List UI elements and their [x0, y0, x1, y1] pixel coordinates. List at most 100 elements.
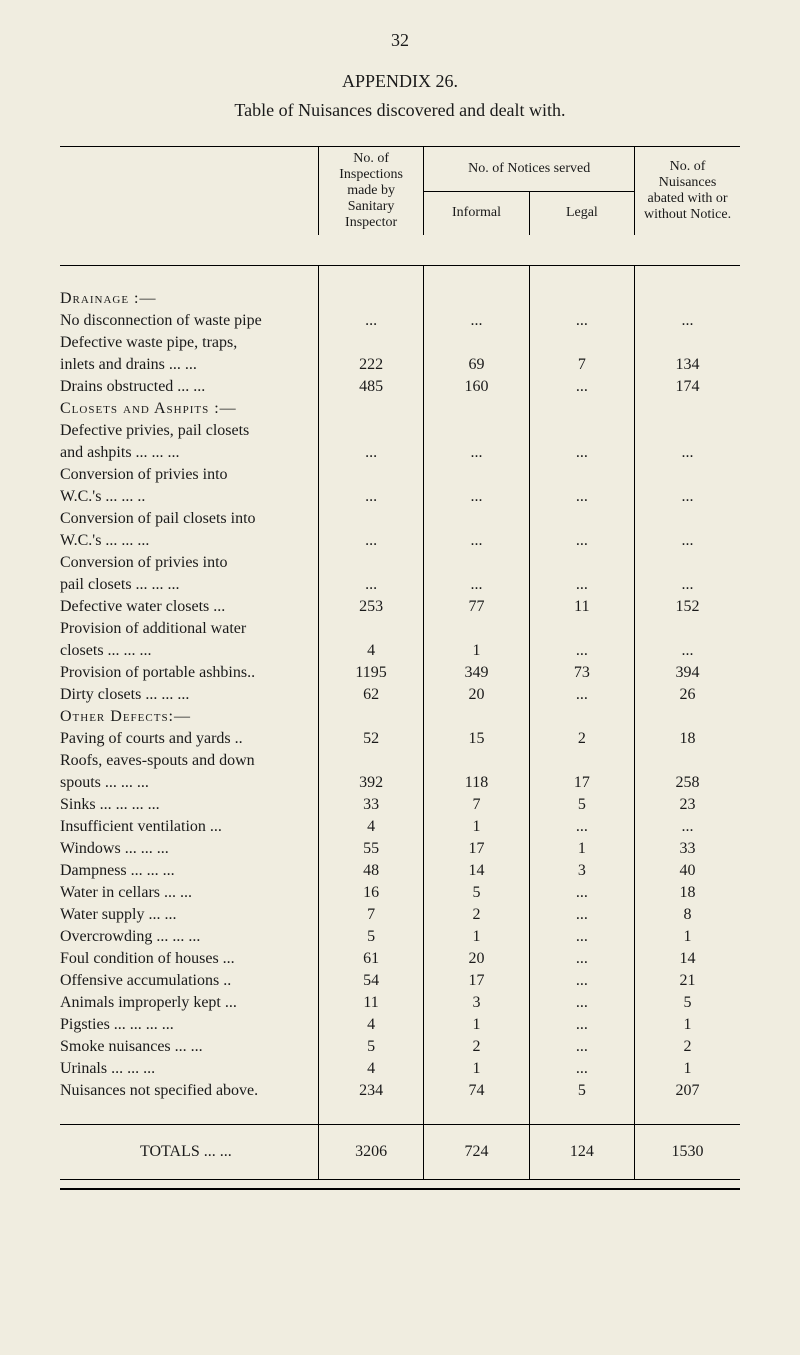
table-cell: 40 [635, 860, 740, 882]
table-cell: 2 [529, 728, 634, 750]
nuisances-table: No. of Inspections made by Sanitary Insp… [60, 146, 740, 1190]
table-cell: 160 [424, 376, 529, 398]
table-cell: 62 [318, 684, 423, 706]
table-cell: 55 [318, 838, 423, 860]
table-cell: 21 [635, 970, 740, 992]
table-cell: ... [318, 486, 423, 508]
table-cell [529, 706, 634, 728]
table-row: Drains obstructed ... ...485160...174 [60, 376, 740, 398]
table-cell: ... [318, 310, 423, 332]
row-description: Smoke nuisances ... ... [60, 1036, 318, 1058]
table-cell: 2 [424, 904, 529, 926]
header-blank [60, 147, 318, 236]
table-cell [529, 750, 634, 772]
row-description: Water supply ... ... [60, 904, 318, 926]
row-description: Foul condition of houses ... [60, 948, 318, 970]
table-cell: 5 [318, 926, 423, 948]
table-cell: 69 [424, 354, 529, 376]
table-cell: 2 [424, 1036, 529, 1058]
row-description: Roofs, eaves-spouts and down [60, 750, 318, 772]
table-cell: ... [529, 684, 634, 706]
table-row: Nuisances not specified above.234745207 [60, 1080, 740, 1102]
table-cell: 2 [635, 1036, 740, 1058]
table-row: inlets and drains ... ...222697134 [60, 354, 740, 376]
table-cell: 8 [635, 904, 740, 926]
table-cell: 1 [635, 926, 740, 948]
row-description: W.C.'s ... ... ... [60, 530, 318, 552]
table-cell: ... [318, 530, 423, 552]
table-row: Conversion of privies into [60, 552, 740, 574]
table-cell: ... [635, 530, 740, 552]
table-cell [318, 750, 423, 772]
row-description: Dampness ... ... ... [60, 860, 318, 882]
table-cell: 11 [529, 596, 634, 618]
totals-c1: 3206 [318, 1125, 423, 1179]
table-cell: ... [529, 882, 634, 904]
table-cell: ... [635, 640, 740, 662]
row-description: Urinals ... ... ... [60, 1058, 318, 1080]
row-description: pail closets ... ... ... [60, 574, 318, 596]
table-row: Defective waste pipe, traps, [60, 332, 740, 354]
table-cell: 1 [635, 1014, 740, 1036]
table-row: Roofs, eaves-spouts and down [60, 750, 740, 772]
table-cell: 258 [635, 772, 740, 794]
table-cell [318, 464, 423, 486]
row-description: Paving of courts and yards .. [60, 728, 318, 750]
table-cell [529, 552, 634, 574]
table-row: spouts ... ... ...39211817258 [60, 772, 740, 794]
table-row: Water in cellars ... ...165...18 [60, 882, 740, 904]
table-cell: ... [318, 442, 423, 464]
table-cell: ... [529, 530, 634, 552]
table-cell: 52 [318, 728, 423, 750]
table-cell: 134 [635, 354, 740, 376]
table-cell: 394 [635, 662, 740, 684]
table-cell: 485 [318, 376, 423, 398]
table-cell: 1 [424, 640, 529, 662]
row-description: W.C.'s ... ... .. [60, 486, 318, 508]
table-cell [635, 508, 740, 530]
table-row: Windows ... ... ...5517133 [60, 838, 740, 860]
table-cell: ... [529, 1014, 634, 1036]
table-cell: ... [529, 1036, 634, 1058]
table-row: Animals improperly kept ...113...5 [60, 992, 740, 1014]
table-cell: 349 [424, 662, 529, 684]
header-notices: No. of Notices served [424, 147, 635, 192]
table-cell: ... [424, 310, 529, 332]
table-row: W.C.'s ... ... .............. [60, 486, 740, 508]
table-cell [635, 288, 740, 310]
table-cell: ... [635, 442, 740, 464]
table-cell: 1 [424, 926, 529, 948]
row-description: Conversion of privies into [60, 464, 318, 486]
table-cell [635, 332, 740, 354]
table-row: Dampness ... ... ...4814340 [60, 860, 740, 882]
row-description: Defective waste pipe, traps, [60, 332, 318, 354]
table-cell: ... [635, 310, 740, 332]
table-cell [318, 552, 423, 574]
table-cell: ... [529, 640, 634, 662]
table-cell: 33 [635, 838, 740, 860]
table-cell: ... [529, 926, 634, 948]
table-cell: 11 [318, 992, 423, 1014]
table-cell: 174 [635, 376, 740, 398]
table-cell: 222 [318, 354, 423, 376]
table-cell: 17 [424, 970, 529, 992]
table-cell: 4 [318, 1058, 423, 1080]
row-description: Nuisances not specified above. [60, 1080, 318, 1102]
totals-c3: 124 [529, 1125, 634, 1179]
table-cell: 152 [635, 596, 740, 618]
table-cell [424, 464, 529, 486]
row-description: Offensive accumulations .. [60, 970, 318, 992]
table-cell [529, 508, 634, 530]
table-cell: 74 [424, 1080, 529, 1102]
table-cell: ... [529, 948, 634, 970]
table-cell: 207 [635, 1080, 740, 1102]
table-cell: 1 [424, 1014, 529, 1036]
page-number: 32 [60, 30, 740, 51]
row-description: Conversion of privies into [60, 552, 318, 574]
table-cell [529, 464, 634, 486]
table-cell: ... [635, 816, 740, 838]
table-cell: 23 [635, 794, 740, 816]
table-cell [318, 420, 423, 442]
table-row: and ashpits ... ... ............... [60, 442, 740, 464]
table-cell: ... [424, 486, 529, 508]
